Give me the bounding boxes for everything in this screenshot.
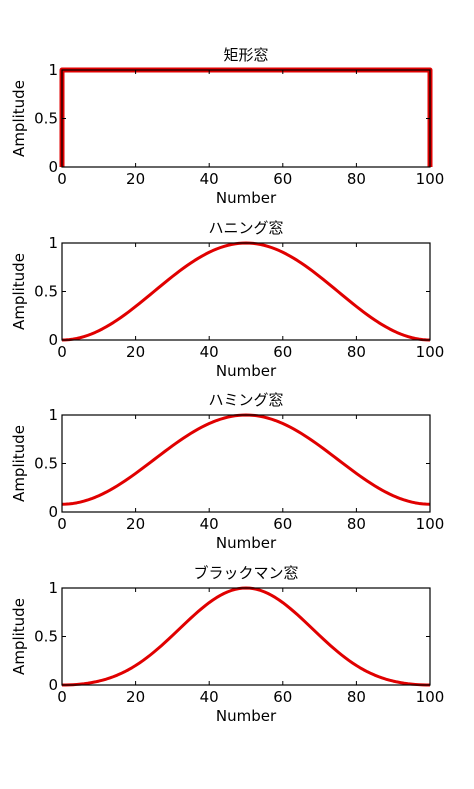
y-tick-label: 0.5 (34, 283, 58, 301)
x-tick-label: 100 (416, 688, 445, 706)
subplot-hann: ハニング窓 0 20 40 60 80 100 0 0.5 1 Number Amplitude (10, 219, 444, 380)
x-tick-label: 60 (273, 343, 292, 361)
x-tick-label: 0 (57, 170, 67, 188)
series-line (61, 413, 431, 506)
series-line (61, 241, 431, 342)
x-axis-label: Number (216, 534, 277, 552)
y-tick-label: 0 (48, 503, 58, 521)
y-tick-label: 0.5 (34, 628, 58, 646)
x-tick-label: 60 (273, 170, 292, 188)
x-tick-label: 20 (126, 343, 145, 361)
y-axis-label: Amplitude (10, 80, 28, 157)
x-tick-label: 0 (57, 515, 67, 533)
x-tick-label: 80 (347, 515, 366, 533)
x-tick-label: 20 (126, 688, 145, 706)
y-tick-label: 1 (48, 579, 58, 597)
y-axis-label: Amplitude (10, 253, 28, 330)
x-tick-label: 100 (416, 170, 445, 188)
plot-frame (61, 587, 431, 686)
x-axis-label: Number (216, 189, 277, 207)
subplot-rect: 矩形窓 0 20 40 60 80 100 0 0.5 1 Number Amplitude (10, 46, 444, 207)
plot-frame (61, 69, 431, 168)
y-tick-label: 0 (48, 676, 58, 694)
x-tick-label: 100 (416, 343, 445, 361)
x-tick-label: 20 (126, 170, 145, 188)
subplot-blackman: ブラックマン窓 0 20 40 60 80 100 0 0.5 1 Number Amplitude (10, 564, 444, 725)
x-tick-label: 80 (347, 688, 366, 706)
y-tick-label: 0 (48, 331, 58, 349)
x-tick-label: 80 (347, 343, 366, 361)
x-tick-label: 40 (200, 688, 219, 706)
plot-frame (61, 242, 431, 341)
y-tick-label: 0.5 (34, 455, 58, 473)
x-tick-label: 60 (273, 688, 292, 706)
y-tick-label: 0 (48, 158, 58, 176)
chart-title: ハミング窓 (208, 391, 283, 409)
y-tick-label: 1 (48, 234, 58, 252)
chart-title: ハニング窓 (208, 219, 283, 237)
y-tick-label: 0.5 (34, 110, 58, 128)
series-line (59, 67, 433, 167)
x-tick-label: 60 (273, 515, 292, 533)
y-tick-label: 1 (48, 61, 58, 79)
chart-title: 矩形窓 (223, 46, 268, 64)
x-axis-label: Number (216, 707, 277, 725)
x-tick-label: 0 (57, 343, 67, 361)
x-tick-label: 40 (200, 170, 219, 188)
x-tick-label: 100 (416, 515, 445, 533)
x-tick-label: 20 (126, 515, 145, 533)
chart-title: ブラックマン窓 (193, 564, 298, 582)
plot-frame (61, 414, 431, 513)
x-axis-label: Number (216, 362, 277, 380)
x-tick-label: 0 (57, 688, 67, 706)
y-axis-label: Amplitude (10, 425, 28, 502)
x-tick-label: 40 (200, 343, 219, 361)
y-tick-label: 1 (48, 406, 58, 424)
subplot-hamming: ハミング窓 0 20 40 60 80 100 0 0.5 1 Number Amplitude (10, 391, 444, 552)
y-axis-label: Amplitude (10, 598, 28, 675)
x-tick-label: 80 (347, 170, 366, 188)
x-tick-label: 40 (200, 515, 219, 533)
series-line (61, 586, 431, 687)
